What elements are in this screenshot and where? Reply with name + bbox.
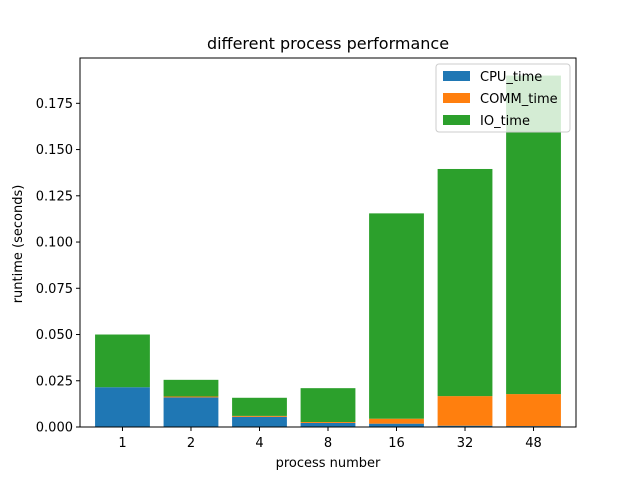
x-tick-label: 1	[118, 436, 126, 451]
bar-comm-time-32	[437, 396, 493, 426]
x-tick-label: 16	[388, 436, 405, 451]
bar-io-time-2	[163, 379, 219, 397]
y-tick-label: 0.100	[36, 236, 73, 251]
legend-label-cpu-time: CPU_time	[480, 70, 542, 85]
x-tick-label: 4	[255, 436, 263, 451]
bar-cpu-time-8	[300, 422, 356, 427]
x-tick-label: 8	[324, 436, 332, 451]
y-tick-label: 0.150	[36, 143, 73, 158]
legend: CPU_time COMM_time IO_time	[435, 63, 571, 133]
y-tick-label: 0.050	[36, 328, 73, 343]
x-tick-label: 48	[525, 436, 542, 451]
x-tick-label: 2	[187, 436, 195, 451]
legend-swatch-cpu-time	[443, 71, 470, 81]
x-tick-label: 32	[457, 436, 474, 451]
y-tick-label: 0.075	[36, 282, 73, 297]
bar-comm-time-48	[506, 394, 561, 427]
bar-io-time-8	[300, 388, 356, 423]
bar-io-time-4	[232, 397, 287, 416]
bar-cpu-time-4	[232, 416, 287, 427]
y-tick-label: 0.000	[36, 421, 73, 436]
bar-cpu-time-2	[163, 397, 219, 427]
bar-cpu-time-16	[369, 423, 424, 427]
y-axis-label: runtime (seconds)	[11, 185, 26, 304]
bar-comm-time-8	[300, 422, 356, 423]
y-tick-label: 0.175	[36, 97, 73, 112]
y-tick-label: 0.125	[36, 189, 73, 204]
bar-io-time-16	[369, 213, 424, 419]
x-axis-label: process number	[276, 456, 381, 471]
axes-layer: 0.000 0.025 0.050 0.075 0.100 0.125 0.150 0.175…	[36, 57, 577, 451]
legend-label-io-time: IO_time	[480, 114, 530, 129]
bar-comm-time-4	[232, 415, 287, 417]
legend-label-comm-time: COMM_time	[480, 92, 558, 107]
y-tick-label: 0.025	[36, 374, 73, 389]
legend-swatch-comm-time	[443, 93, 470, 103]
bar-cpu-time-1	[95, 387, 150, 427]
chart-title: different process performance	[207, 34, 449, 53]
bar-io-time-32	[437, 168, 493, 397]
bar-comm-time-2	[163, 396, 219, 398]
bar-io-time-1	[95, 334, 150, 388]
bar-comm-time-16	[369, 418, 424, 424]
legend-swatch-io-time	[443, 115, 470, 125]
bar-cpu-time-32	[437, 425, 493, 427]
